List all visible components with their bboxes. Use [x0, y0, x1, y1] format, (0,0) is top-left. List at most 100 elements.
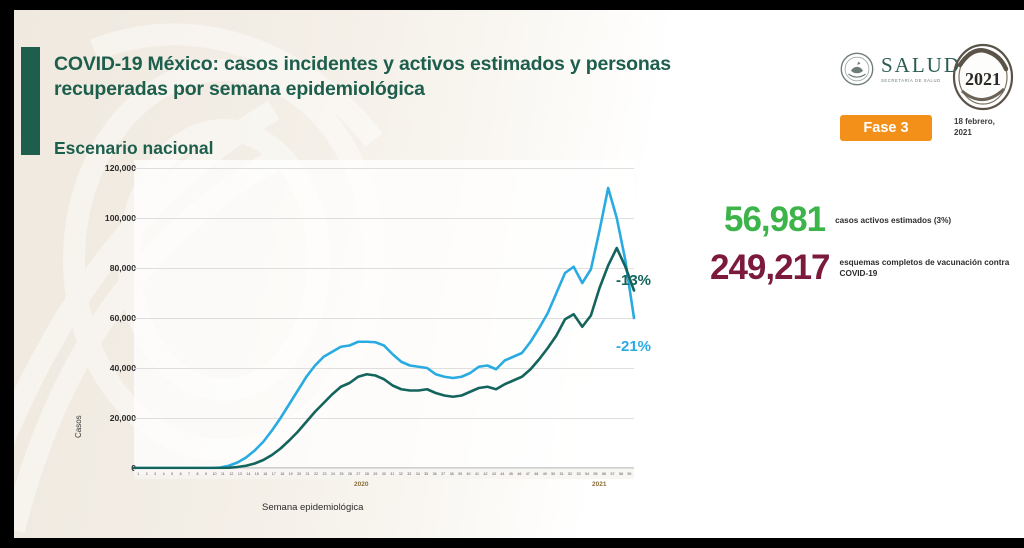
x-axis-tick-label: 13: [237, 472, 242, 476]
plot-white-backdrop: [134, 160, 634, 475]
x-axis-tick-label: 51: [559, 472, 564, 476]
x-axis-tick-label: 41: [474, 472, 479, 476]
y-axis-tick-label: 60,000: [109, 313, 136, 323]
gridline: [134, 468, 634, 469]
x-axis-tick-label: 43: [491, 472, 496, 476]
x-axis-tick-label: 30: [381, 472, 386, 476]
x-axis-tick-label: 42: [483, 472, 488, 476]
kpi-casos-activos: 56,981 casos activos estimados (3%): [724, 200, 951, 240]
x-axis-tick-label: 19: [288, 472, 293, 476]
annotation-minus-13: -13%: [616, 272, 652, 289]
x-axis-tick-label: 29: [373, 472, 378, 476]
gridline: [134, 368, 634, 369]
x-axis-tick-label: 52: [568, 472, 573, 476]
x-axis-tick-label: 37: [441, 472, 446, 476]
x-axis-tick-label: 35: [424, 472, 429, 476]
x-axis-tick-label: 18: [280, 472, 285, 476]
kpi-activos-label: casos activos estimados (3%): [835, 215, 952, 225]
x-axis-tick-label: 20: [297, 472, 302, 476]
y-axis-tick-label: 40,000: [109, 363, 136, 373]
x-axis-title: Semana epidemiológica: [262, 502, 364, 513]
x-axis-tick-label: 54: [585, 472, 590, 476]
series-lines: [132, 186, 636, 470]
salud-logo: SALUD SECRETARÍA DE SALUD: [840, 52, 961, 86]
slide: COVID-19 México: casos incidentes y acti…: [14, 10, 1024, 538]
y-axis-tick-label: 80,000: [109, 263, 136, 273]
x-axis-tick-label: 16: [263, 472, 268, 476]
x-axis-week-ticks: 1 2 3 4 5 6 7 8 9 10 11 12 13 14 15 16 17 18 19 20 21 22 23 24 2…: [134, 469, 634, 479]
x-axis-tick-label: 17: [271, 472, 276, 476]
x-axis-tick-label: 15: [254, 472, 259, 476]
x-axis-tick-label: 11: [221, 472, 225, 476]
x-axis-tick-label: 47: [525, 472, 530, 476]
kpi-vacuna-value: 249,217: [710, 248, 831, 287]
x-axis-tick-label: 24: [331, 472, 336, 476]
x-axis-tick-label: 23: [322, 472, 327, 476]
scenario-subtitle: Escenario nacional: [54, 138, 214, 158]
year-seal: 2021: [952, 43, 1014, 111]
x-axis-tick-label: 56: [602, 472, 607, 476]
mexican-eagle-seal-icon: [840, 52, 874, 86]
x-axis-tick-label: 22: [314, 472, 319, 476]
x-axis-tick-label: 59: [627, 472, 632, 476]
x-axis-tick-label: 32: [398, 472, 403, 476]
x-axis-tick-label: 12: [229, 472, 234, 476]
kpi-vacunacion: 249,217 esquemas completos de vacunación…: [710, 248, 1015, 288]
x-axis-tick-label: 50: [551, 472, 556, 476]
x-axis-tick-label: 39: [458, 472, 463, 476]
salud-wordmark: SALUD: [881, 52, 962, 77]
x-axis-tick-label: 40: [466, 472, 471, 476]
x-axis-tick-label: 5: [171, 472, 174, 476]
x-axis-tick-label: 1: [137, 472, 140, 476]
gridline: [134, 318, 634, 319]
x-axis-tick-label: 9: [204, 472, 207, 476]
gridline: [134, 218, 634, 219]
x-axis-tick-label: 7: [188, 472, 191, 476]
x-axis-tick-label: 27: [356, 472, 361, 476]
x-axis-tick-label: 38: [449, 472, 454, 476]
x-axis-tick-label: 25: [339, 472, 344, 476]
x-axis-tick-label: 46: [517, 472, 522, 476]
salud-subtitle: SECRETARÍA DE SALUD: [881, 77, 941, 83]
x-axis-year-2021: 2021: [592, 481, 607, 488]
x-axis-tick-label: 14: [246, 472, 251, 476]
x-axis-tick-label: 58: [618, 472, 623, 476]
x-axis-tick-label: 57: [610, 472, 615, 476]
x-axis-tick-label: 3: [154, 472, 157, 476]
gridline: [134, 418, 634, 419]
kpi-activos-value: 56,981: [724, 200, 826, 239]
x-axis-tick-label: 4: [162, 472, 165, 476]
x-axis-tick-label: 31: [390, 472, 395, 476]
x-axis-tick-label: 2: [145, 472, 148, 476]
x-axis-tick-label: 48: [534, 472, 539, 476]
page-title: COVID-19 México: casos incidentes y acti…: [54, 53, 671, 100]
gridline: [134, 168, 634, 169]
green-accent-bar: [21, 47, 40, 155]
plot-area: [132, 168, 636, 470]
y-axis-tick-label: 100,000: [104, 213, 136, 223]
y-axis-tick-label: 0: [66, 463, 136, 473]
epidemic-curve-chart: Casos 020,00040,00060,00080,000100,00012…: [74, 160, 676, 520]
x-axis-tick-label: 45: [508, 472, 513, 476]
x-axis-tick-label: 55: [593, 472, 598, 476]
x-axis-tick-label: 26: [347, 472, 352, 476]
kpi-vacuna-label: esquemas completos de vacunación contra …: [839, 258, 1010, 278]
x-axis-tick-label: 10: [212, 472, 217, 476]
x-axis-tick-label: 28: [364, 472, 369, 476]
y-axis-tick-label: 120,000: [104, 163, 136, 173]
x-axis-tick-label: 6: [179, 472, 182, 476]
x-axis-tick-label: 8: [196, 472, 199, 476]
annotation-minus-21: -21%: [616, 338, 652, 355]
seal-year-text: 2021: [965, 69, 1001, 89]
series-line: [132, 246, 636, 470]
gridline: [134, 268, 634, 269]
x-axis-line: [134, 467, 634, 468]
x-axis-tick-label: 34: [415, 472, 420, 476]
x-axis-tick-label: 21: [305, 472, 310, 476]
y-axis-tick-label: 20,000: [109, 413, 136, 423]
fase-badge[interactable]: Fase 3: [840, 115, 932, 141]
x-axis-tick-label: 53: [576, 472, 581, 476]
x-axis-tick-label: 33: [407, 472, 412, 476]
x-axis-year-2020: 2020: [354, 481, 369, 488]
